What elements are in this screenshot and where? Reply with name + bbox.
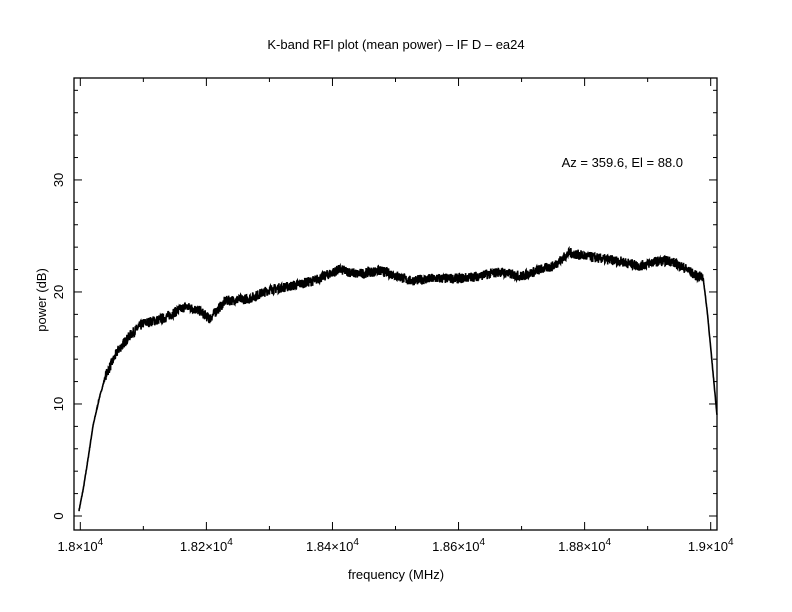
x-tick-label: 1.8×104 bbox=[57, 537, 103, 554]
y-tick-label: 0 bbox=[51, 512, 66, 519]
y-tick-label: 30 bbox=[51, 173, 66, 187]
x-tick-label-exp: 4 bbox=[227, 537, 233, 548]
x-tick-label-base: 1.82×10 bbox=[180, 539, 227, 554]
x-tick-label-base: 1.9×10 bbox=[688, 539, 728, 554]
series-line-mean-power bbox=[78, 245, 718, 512]
x-tick-label-base: 1.8×10 bbox=[57, 539, 97, 554]
plot-frame bbox=[73, 77, 718, 531]
x-tick-label-exp: 4 bbox=[606, 537, 612, 548]
x-tick-label-base: 1.88×10 bbox=[558, 539, 605, 554]
x-tick-label-exp: 4 bbox=[479, 537, 485, 548]
chart-title: K-band RFI plot (mean power) – IF D – ea… bbox=[267, 37, 524, 52]
x-tick-label: 1.82×104 bbox=[180, 537, 233, 554]
x-tick-label-base: 1.84×10 bbox=[306, 539, 353, 554]
y-tick-label: 10 bbox=[51, 397, 66, 411]
y-axis-label: power (dB) bbox=[34, 268, 49, 332]
x-tick-label-exp: 4 bbox=[728, 537, 734, 548]
x-tick-label-exp: 4 bbox=[353, 537, 359, 548]
x-tick-label: 1.88×104 bbox=[558, 537, 611, 554]
x-tick-label: 1.84×104 bbox=[306, 537, 359, 554]
x-tick-label-base: 1.86×10 bbox=[432, 539, 479, 554]
az-el-annotation: Az = 359.6, El = 88.0 bbox=[562, 155, 683, 170]
x-tick-label-exp: 4 bbox=[98, 537, 104, 548]
x-tick-label: 1.86×104 bbox=[432, 537, 485, 554]
x-tick-label: 1.9×104 bbox=[688, 537, 734, 554]
y-tick-label: 20 bbox=[51, 285, 66, 299]
x-axis-label: frequency (MHz) bbox=[348, 567, 444, 582]
